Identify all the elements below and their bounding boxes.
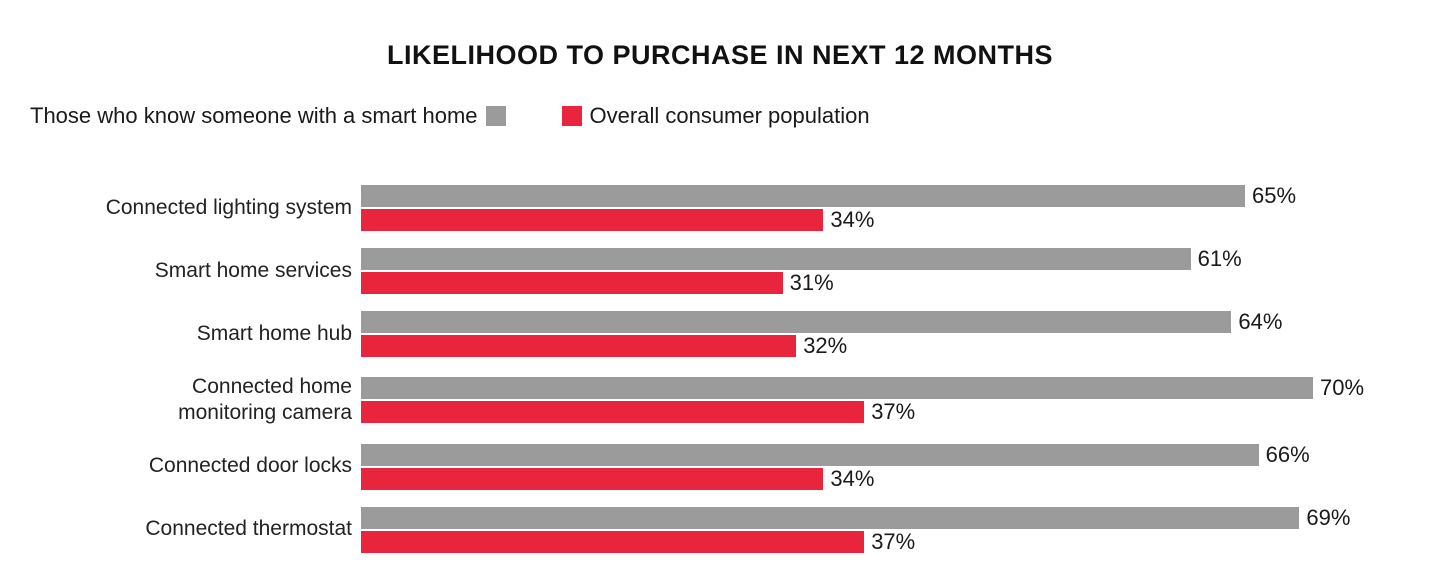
value-label: 70% xyxy=(1320,375,1365,401)
bar-line: 37% xyxy=(361,399,1364,425)
bar-pair: 66% 34% xyxy=(361,441,1310,491)
bar-line: 32% xyxy=(361,333,1282,358)
bar-line: 37% xyxy=(361,528,1350,554)
value-label: 65% xyxy=(1252,183,1297,208)
bar-line: 31% xyxy=(361,270,1242,295)
value-label: 37% xyxy=(871,528,916,554)
bar-overall-population xyxy=(361,209,824,231)
bar-groups: Connected lighting system 65% 34% Smart hom… xyxy=(0,183,1440,554)
legend-item-know-someone: Those who know someone with a smart home xyxy=(30,103,506,129)
bar-know-someone xyxy=(361,311,1232,333)
chart-row: Connected door locks 66% 34% xyxy=(0,441,1440,491)
value-label: 34% xyxy=(830,465,875,491)
bar-pair: 69% 37% xyxy=(361,504,1351,554)
bar-overall-population xyxy=(361,335,797,357)
bar-pair: 65% 34% xyxy=(361,183,1297,232)
value-label: 64% xyxy=(1238,309,1283,334)
value-label: 61% xyxy=(1197,246,1242,271)
bar-line: 69% xyxy=(361,504,1351,530)
legend-swatch-red xyxy=(561,106,582,126)
bar-overall-population xyxy=(361,272,783,294)
chart-title: LIKELIHOOD TO PURCHASE IN NEXT 12 MONTHS xyxy=(386,40,1054,70)
category-label: Connected thermostat xyxy=(145,517,352,541)
chart-row: Smart home hub 64% 32% xyxy=(0,309,1440,358)
bar-line: 64% xyxy=(361,309,1283,334)
bar-know-someone xyxy=(361,506,1300,529)
value-label: 34% xyxy=(830,207,875,232)
value-label: 66% xyxy=(1265,441,1310,467)
bar-know-someone xyxy=(361,248,1191,270)
chart-row: Connected home monitoring camera 70% 37% xyxy=(0,374,1440,427)
category-label: Smart home services xyxy=(154,258,352,282)
bar-know-someone xyxy=(361,377,1313,400)
bar-pair: 70% 37% xyxy=(361,375,1365,425)
bar-know-someone xyxy=(361,443,1259,466)
legend-label-overall: Overall consumer population xyxy=(589,103,870,128)
bar-overall-population xyxy=(361,530,865,553)
bar-pair: 64% 32% xyxy=(361,309,1283,358)
category-label: Connected home monitoring camera xyxy=(178,375,352,425)
bar-line: 34% xyxy=(361,207,1296,232)
bar-pair: 61% 31% xyxy=(361,246,1242,295)
category-label: Smart home hub xyxy=(196,321,352,345)
legend-item-overall: Overall consumer population xyxy=(561,103,870,129)
bar-overall-population xyxy=(361,401,865,424)
chart-row: Connected lighting system 65% 34% xyxy=(0,183,1440,232)
category-label: Connected lighting system xyxy=(105,195,352,219)
bar-line: 70% xyxy=(361,375,1365,401)
bar-overall-population xyxy=(361,467,824,490)
chart-row: Connected thermostat 69% 37% xyxy=(0,504,1440,554)
bar-line: 61% xyxy=(361,246,1242,271)
value-label: 37% xyxy=(871,399,916,425)
chart-row: Smart home services 61% 31% xyxy=(0,246,1440,295)
legend-swatch-gray xyxy=(485,106,506,126)
bar-line: 34% xyxy=(361,465,1310,491)
bar-line: 66% xyxy=(361,441,1310,467)
category-label: Connected door locks xyxy=(148,454,352,478)
chart-legend: Those who know someone with a smart home… xyxy=(30,103,1440,129)
value-label: 32% xyxy=(803,333,848,358)
bar-line: 65% xyxy=(361,183,1297,208)
value-label: 69% xyxy=(1306,504,1351,530)
bar-know-someone xyxy=(361,185,1245,207)
value-label: 31% xyxy=(789,270,834,295)
legend-label-know-someone: Those who know someone with a smart home xyxy=(30,103,478,128)
